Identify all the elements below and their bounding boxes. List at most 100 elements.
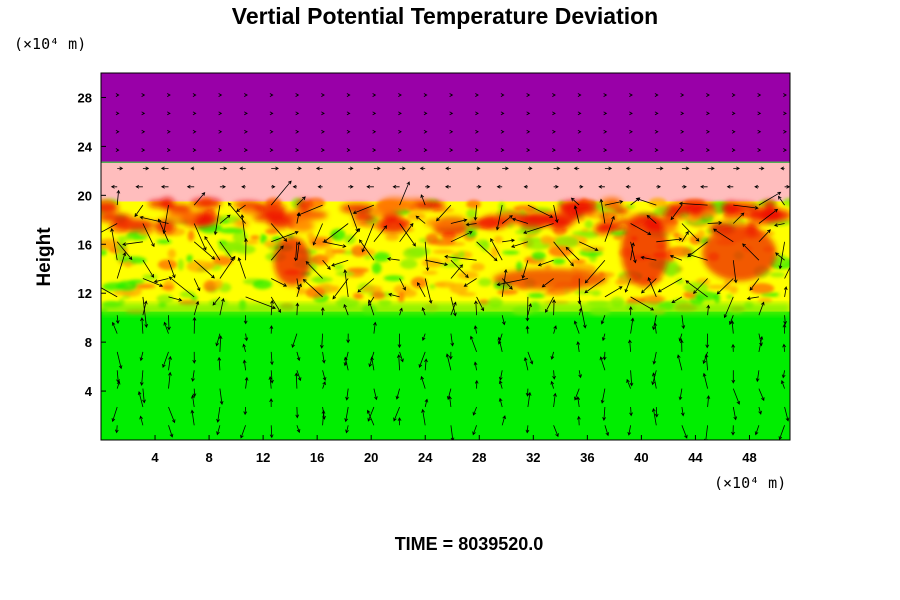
texture-blob bbox=[444, 257, 451, 263]
wind-vector bbox=[373, 321, 377, 334]
wind-vector bbox=[352, 204, 375, 214]
wind-vector bbox=[269, 148, 274, 152]
wind-vector bbox=[472, 406, 477, 416]
wind-vector bbox=[137, 390, 144, 408]
wind-vector bbox=[142, 278, 164, 287]
wind-vector bbox=[423, 93, 428, 97]
wind-vector bbox=[654, 148, 659, 152]
wind-vector bbox=[550, 351, 555, 360]
wind-vector bbox=[293, 241, 298, 262]
wind-vector bbox=[678, 201, 708, 206]
wind-vector bbox=[425, 259, 449, 267]
wind-vector bbox=[502, 238, 516, 243]
wind-vector bbox=[134, 204, 144, 218]
wind-vector bbox=[700, 184, 708, 189]
wind-vector bbox=[110, 184, 118, 189]
wind-vector bbox=[449, 148, 454, 152]
texture-blob bbox=[186, 254, 193, 264]
wind-vector bbox=[758, 229, 771, 243]
wind-vector bbox=[706, 129, 710, 134]
feature-band-blob bbox=[168, 204, 192, 214]
wind-vector bbox=[757, 129, 762, 134]
wind-vector bbox=[270, 223, 288, 242]
wind-vector bbox=[527, 351, 534, 365]
wind-vector bbox=[599, 356, 606, 371]
texture-blob bbox=[666, 246, 693, 258]
wind-vector bbox=[603, 111, 608, 116]
wind-vector bbox=[398, 111, 402, 116]
feature-band-blob bbox=[296, 198, 312, 212]
wind-vector bbox=[726, 184, 734, 189]
wind-vector bbox=[630, 242, 635, 261]
texture-blob bbox=[117, 235, 133, 241]
wind-vector bbox=[191, 394, 195, 408]
wind-vector bbox=[160, 184, 169, 189]
wind-vector bbox=[219, 214, 231, 224]
texture-blob bbox=[259, 233, 268, 245]
wind-vector bbox=[368, 296, 375, 307]
texture-blob bbox=[432, 249, 455, 255]
wind-vector bbox=[193, 223, 207, 251]
wind-vector bbox=[780, 166, 785, 171]
texture-blob bbox=[584, 220, 593, 229]
wind-vector bbox=[576, 396, 581, 408]
wind-vector bbox=[577, 111, 582, 116]
wind-vector bbox=[500, 129, 505, 134]
x-tick-label: 32 bbox=[526, 450, 540, 465]
y-tick-label: 20 bbox=[78, 188, 92, 203]
wind-vector bbox=[116, 370, 120, 384]
wind-vector bbox=[373, 166, 381, 171]
wind-vector bbox=[626, 378, 631, 389]
wind-vector bbox=[646, 214, 657, 224]
wind-vector bbox=[168, 296, 183, 302]
wind-vector bbox=[676, 354, 683, 371]
wind-vector bbox=[361, 223, 375, 253]
texture-blob bbox=[383, 275, 404, 282]
wind-vector bbox=[501, 215, 513, 224]
wind-vector bbox=[269, 325, 274, 334]
wind-vector bbox=[624, 278, 631, 293]
wind-vector bbox=[576, 341, 581, 352]
wind-vector bbox=[168, 355, 172, 371]
wind-vector bbox=[656, 237, 683, 243]
wind-vector bbox=[345, 388, 349, 401]
wind-vector bbox=[525, 325, 530, 334]
wind-vector bbox=[706, 304, 711, 316]
wind-vector bbox=[215, 333, 221, 347]
wind-vector bbox=[476, 166, 481, 171]
wind-vector bbox=[629, 406, 633, 417]
wind-vector bbox=[731, 425, 735, 436]
wind-vector bbox=[775, 252, 785, 261]
wind-vector bbox=[367, 406, 375, 422]
wind-vector bbox=[192, 316, 197, 334]
wind-vector bbox=[218, 111, 223, 116]
wind-vector bbox=[526, 148, 531, 152]
wind-vector bbox=[168, 406, 176, 424]
wind-vector bbox=[295, 302, 300, 316]
wind-vector bbox=[344, 406, 349, 423]
texture-blob bbox=[213, 279, 223, 290]
wind-vector bbox=[702, 372, 708, 389]
texture-blob bbox=[352, 292, 364, 300]
wind-vector bbox=[135, 184, 143, 189]
wind-vector bbox=[192, 129, 197, 134]
wind-vector bbox=[545, 296, 554, 313]
wind-vector bbox=[322, 381, 326, 389]
texture-blob bbox=[573, 290, 593, 295]
wind-vector bbox=[525, 296, 530, 322]
wind-vector bbox=[584, 278, 606, 294]
feature-band-blob bbox=[253, 203, 287, 215]
wind-vector bbox=[511, 241, 529, 248]
wind-vector bbox=[167, 148, 171, 152]
wind-vector bbox=[115, 93, 120, 97]
wind-vector bbox=[295, 148, 300, 152]
wind-vector bbox=[312, 223, 323, 246]
wind-vector bbox=[449, 93, 454, 97]
wind-vector bbox=[245, 296, 276, 310]
wind-vector bbox=[656, 166, 664, 171]
wind-vector bbox=[332, 278, 349, 300]
wind-vector bbox=[322, 259, 331, 270]
texture-blob bbox=[244, 240, 259, 245]
texture-blob bbox=[425, 233, 439, 245]
wind-vector bbox=[501, 415, 506, 426]
